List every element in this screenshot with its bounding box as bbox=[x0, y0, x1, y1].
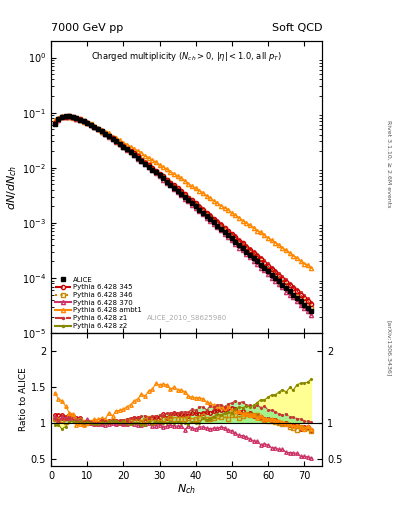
Pythia 6.428 z2 bbox=[309, 308, 314, 314]
Pythia 6.428 z1 bbox=[52, 120, 57, 126]
Pythia 6.428 345 bbox=[143, 160, 147, 166]
Text: 7000 GeV pp: 7000 GeV pp bbox=[51, 23, 123, 33]
Pythia 6.428 345 bbox=[67, 113, 72, 119]
Line: ALICE: ALICE bbox=[52, 114, 314, 314]
Pythia 6.428 346 bbox=[118, 140, 122, 146]
Line: Pythia 6.428 ambt1: Pythia 6.428 ambt1 bbox=[53, 114, 314, 270]
Pythia 6.428 z2 bbox=[118, 141, 122, 147]
Pythia 6.428 370 bbox=[52, 120, 57, 126]
Text: Charged multiplicity ($N_{ch}>0$, $|\eta|<1.0$, all $p_T$): Charged multiplicity ($N_{ch}>0$, $|\eta… bbox=[91, 50, 282, 63]
Pythia 6.428 z1 bbox=[230, 229, 234, 236]
Pythia 6.428 345 bbox=[92, 123, 97, 130]
ALICE bbox=[118, 141, 122, 147]
Pythia 6.428 z2 bbox=[92, 124, 97, 131]
Pythia 6.428 370 bbox=[92, 124, 97, 130]
Line: Pythia 6.428 346: Pythia 6.428 346 bbox=[53, 114, 314, 310]
Pythia 6.428 z1 bbox=[118, 140, 122, 146]
ALICE bbox=[230, 236, 234, 242]
ALICE bbox=[200, 209, 205, 216]
Pythia 6.428 z2 bbox=[52, 120, 57, 126]
Pythia 6.428 345 bbox=[219, 222, 223, 228]
Pythia 6.428 ambt1 bbox=[219, 202, 223, 208]
Pythia 6.428 ambt1 bbox=[309, 265, 314, 271]
Pythia 6.428 ambt1 bbox=[92, 123, 97, 129]
Line: Pythia 6.428 370: Pythia 6.428 370 bbox=[53, 115, 314, 317]
Pythia 6.428 345 bbox=[230, 231, 234, 237]
Pythia 6.428 370 bbox=[63, 114, 68, 120]
ALICE bbox=[52, 120, 57, 126]
Pythia 6.428 346 bbox=[143, 160, 147, 166]
Pythia 6.428 z1 bbox=[200, 205, 205, 211]
Pythia 6.428 346 bbox=[92, 124, 97, 130]
Pythia 6.428 345 bbox=[118, 140, 122, 146]
Pythia 6.428 ambt1 bbox=[60, 113, 64, 119]
Pythia 6.428 z2 bbox=[230, 236, 234, 242]
Pythia 6.428 z2 bbox=[219, 226, 223, 232]
Pythia 6.428 370 bbox=[309, 312, 314, 318]
Pythia 6.428 370 bbox=[118, 141, 122, 147]
Y-axis label: $dN/dN_{ch}$: $dN/dN_{ch}$ bbox=[6, 164, 19, 209]
Pythia 6.428 ambt1 bbox=[200, 190, 205, 196]
ALICE bbox=[219, 226, 223, 232]
ALICE bbox=[143, 161, 147, 167]
X-axis label: $N_{ch}$: $N_{ch}$ bbox=[177, 482, 196, 496]
Pythia 6.428 ambt1 bbox=[118, 137, 122, 143]
Pythia 6.428 z1 bbox=[219, 220, 223, 226]
Legend: ALICE, Pythia 6.428 345, Pythia 6.428 346, Pythia 6.428 370, Pythia 6.428 ambt1,: ALICE, Pythia 6.428 345, Pythia 6.428 34… bbox=[53, 274, 144, 331]
Text: Rivet 3.1.10, ≥ 2.6M events: Rivet 3.1.10, ≥ 2.6M events bbox=[386, 120, 391, 207]
Pythia 6.428 ambt1 bbox=[143, 153, 147, 159]
Pythia 6.428 346 bbox=[200, 207, 205, 214]
Pythia 6.428 345 bbox=[309, 301, 314, 307]
Pythia 6.428 370 bbox=[219, 227, 223, 233]
Pythia 6.428 346 bbox=[67, 113, 72, 119]
Pythia 6.428 z2 bbox=[67, 113, 72, 119]
Pythia 6.428 z1 bbox=[309, 298, 314, 305]
Pythia 6.428 346 bbox=[52, 120, 57, 126]
Pythia 6.428 370 bbox=[230, 237, 234, 243]
Pythia 6.428 370 bbox=[143, 161, 147, 167]
Pythia 6.428 z2 bbox=[143, 161, 147, 167]
Line: Pythia 6.428 z1: Pythia 6.428 z1 bbox=[53, 114, 313, 303]
ALICE bbox=[92, 124, 97, 130]
Pythia 6.428 346 bbox=[309, 305, 314, 311]
Pythia 6.428 345 bbox=[200, 207, 205, 213]
Line: Pythia 6.428 345: Pythia 6.428 345 bbox=[53, 114, 314, 306]
Pythia 6.428 345 bbox=[52, 120, 57, 126]
Pythia 6.428 z2 bbox=[200, 209, 205, 215]
Pythia 6.428 z1 bbox=[92, 124, 97, 130]
Pythia 6.428 346 bbox=[219, 224, 223, 230]
Line: Pythia 6.428 z2: Pythia 6.428 z2 bbox=[53, 114, 313, 313]
Text: Soft QCD: Soft QCD bbox=[272, 23, 322, 33]
Pythia 6.428 ambt1 bbox=[52, 117, 57, 123]
Pythia 6.428 z1 bbox=[67, 113, 72, 119]
Pythia 6.428 346 bbox=[230, 233, 234, 239]
Pythia 6.428 370 bbox=[200, 211, 205, 217]
ALICE bbox=[63, 113, 68, 119]
Y-axis label: Ratio to ALICE: Ratio to ALICE bbox=[19, 368, 28, 432]
Pythia 6.428 ambt1 bbox=[230, 210, 234, 216]
Text: ALICE_2010_S8625980: ALICE_2010_S8625980 bbox=[147, 315, 227, 322]
Text: [arXiv:1306.3436]: [arXiv:1306.3436] bbox=[386, 320, 391, 376]
ALICE bbox=[309, 308, 314, 314]
Pythia 6.428 z1 bbox=[143, 158, 147, 164]
